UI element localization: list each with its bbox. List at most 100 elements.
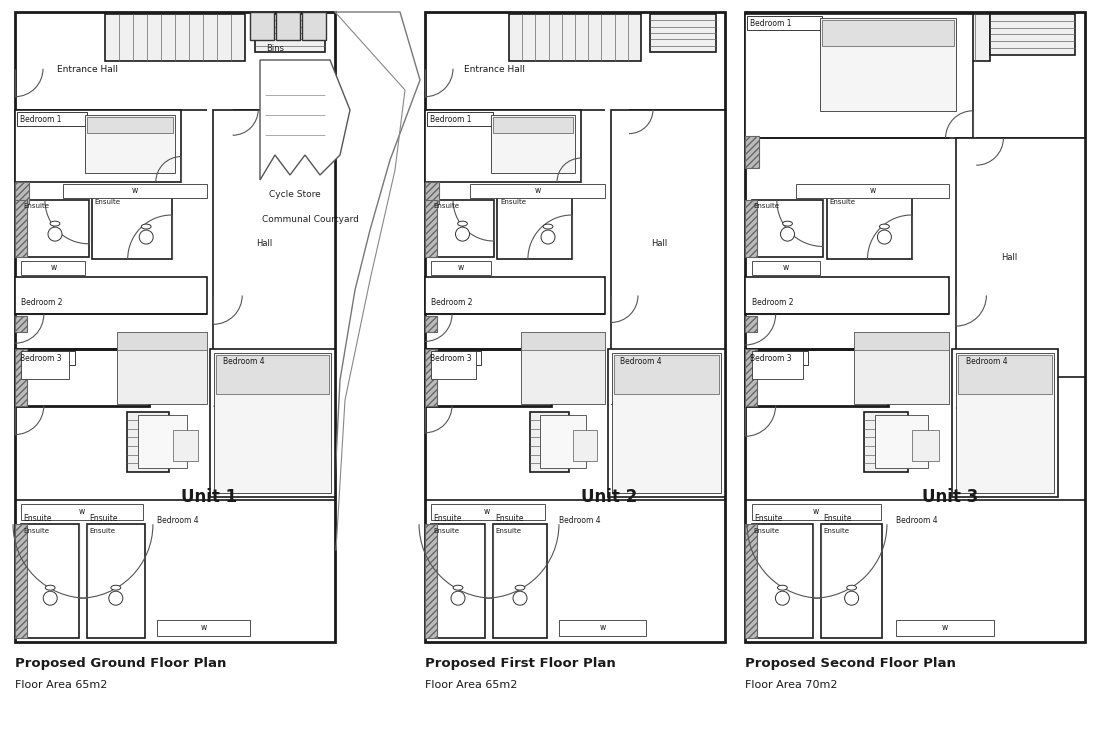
Text: Ensuite: Ensuite xyxy=(23,528,50,534)
Bar xyxy=(118,332,207,350)
Bar xyxy=(895,620,994,636)
Bar xyxy=(614,355,719,394)
Bar xyxy=(431,504,544,520)
Bar xyxy=(745,316,757,332)
Bar xyxy=(21,524,79,638)
Bar xyxy=(745,349,757,406)
Bar xyxy=(745,277,949,315)
Bar xyxy=(21,504,143,520)
Bar xyxy=(173,430,198,461)
Polygon shape xyxy=(260,60,350,180)
Bar xyxy=(864,412,909,472)
Bar xyxy=(751,524,813,638)
Text: w: w xyxy=(78,507,85,516)
Text: Ensuite: Ensuite xyxy=(823,528,849,534)
Text: Bedroom 3: Bedroom 3 xyxy=(20,354,62,363)
Circle shape xyxy=(48,227,62,241)
Circle shape xyxy=(541,230,556,244)
Text: Ensuite: Ensuite xyxy=(754,514,782,523)
Bar xyxy=(470,184,605,198)
Text: w: w xyxy=(600,623,606,632)
Bar xyxy=(16,112,87,125)
Text: w: w xyxy=(484,507,491,516)
Text: w: w xyxy=(869,186,876,195)
Bar xyxy=(213,110,336,378)
Bar xyxy=(118,332,207,404)
Text: w: w xyxy=(51,263,57,272)
Text: Ensuite: Ensuite xyxy=(500,199,526,205)
Bar xyxy=(431,261,491,275)
Bar xyxy=(747,16,822,30)
Bar xyxy=(822,20,954,46)
Bar xyxy=(21,351,69,379)
Bar xyxy=(820,18,956,111)
Text: Bins: Bins xyxy=(266,44,284,53)
Bar xyxy=(87,524,144,638)
Bar xyxy=(751,351,803,379)
Bar xyxy=(826,196,912,259)
Bar xyxy=(854,332,949,350)
Ellipse shape xyxy=(458,222,468,226)
Text: Ensuite: Ensuite xyxy=(754,203,780,209)
Circle shape xyxy=(43,591,57,605)
Text: w: w xyxy=(535,186,541,195)
Circle shape xyxy=(513,591,527,605)
Text: w: w xyxy=(458,263,464,272)
Bar xyxy=(745,12,1085,642)
Text: Unit 3: Unit 3 xyxy=(922,488,978,506)
Circle shape xyxy=(109,591,123,605)
Circle shape xyxy=(451,591,465,605)
Bar xyxy=(21,261,86,275)
Bar xyxy=(250,12,274,40)
Text: Bedroom 1: Bedroom 1 xyxy=(430,115,472,124)
Bar xyxy=(425,12,725,642)
Bar xyxy=(425,200,437,257)
Bar xyxy=(425,182,439,204)
Bar xyxy=(559,620,646,636)
Bar xyxy=(104,14,245,62)
Circle shape xyxy=(140,230,153,244)
Bar xyxy=(15,349,28,406)
Text: Ensuite: Ensuite xyxy=(89,528,116,534)
Bar xyxy=(427,112,493,125)
Text: Ensuite: Ensuite xyxy=(95,199,121,205)
Text: Bedroom 1: Bedroom 1 xyxy=(20,115,62,124)
Bar xyxy=(530,412,569,472)
Bar xyxy=(876,415,927,468)
Bar xyxy=(425,349,551,406)
Bar xyxy=(431,351,476,379)
Bar xyxy=(431,524,485,638)
Text: Bedroom 4: Bedroom 4 xyxy=(620,357,661,366)
Ellipse shape xyxy=(111,585,121,590)
Bar xyxy=(608,349,725,497)
Text: Ensuite: Ensuite xyxy=(823,514,851,523)
Bar xyxy=(87,116,173,133)
Text: Bedroom 4: Bedroom 4 xyxy=(966,357,1008,366)
Bar xyxy=(751,504,881,520)
Bar xyxy=(425,316,437,332)
Text: Bedroom 4: Bedroom 4 xyxy=(157,516,199,525)
Text: Bedroom 4: Bedroom 4 xyxy=(895,516,937,525)
Text: Entrance Hall: Entrance Hall xyxy=(464,65,525,74)
Ellipse shape xyxy=(778,585,788,590)
Bar xyxy=(854,332,949,404)
Ellipse shape xyxy=(880,224,889,229)
Text: w: w xyxy=(813,507,818,516)
Text: Bedroom 4: Bedroom 4 xyxy=(559,516,601,525)
Bar xyxy=(573,430,597,461)
Text: Floor Area 70m2: Floor Area 70m2 xyxy=(745,680,837,690)
Bar xyxy=(912,430,939,461)
Text: Proposed Ground Floor Plan: Proposed Ground Floor Plan xyxy=(15,657,227,670)
Text: Communal Courtyard: Communal Courtyard xyxy=(262,215,359,224)
Bar xyxy=(15,182,29,204)
Bar xyxy=(15,200,28,257)
Text: Hall: Hall xyxy=(1001,253,1018,262)
Text: Cycle Store: Cycle Store xyxy=(270,190,321,199)
Bar xyxy=(217,355,329,394)
Text: Unit 1: Unit 1 xyxy=(182,488,238,506)
Text: w: w xyxy=(942,623,948,632)
Text: Ensuite: Ensuite xyxy=(433,514,462,523)
Bar xyxy=(15,12,335,642)
Bar xyxy=(953,349,1058,497)
Ellipse shape xyxy=(141,224,151,229)
